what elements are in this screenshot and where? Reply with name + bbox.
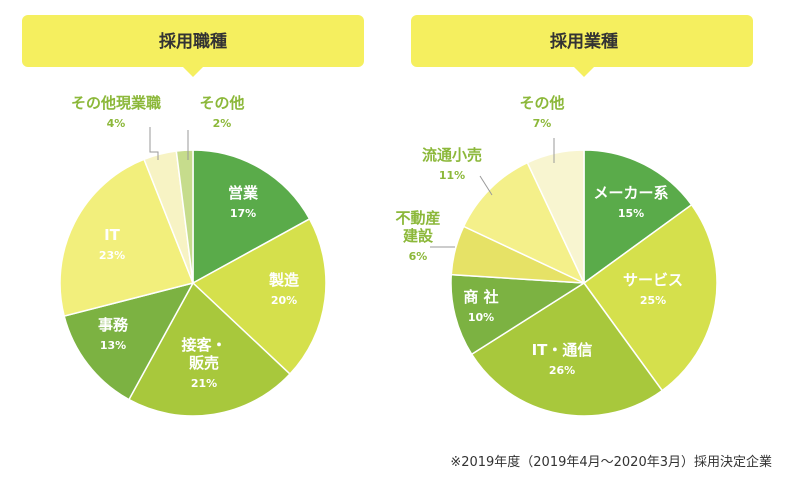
pie-chart-industries <box>450 149 718 417</box>
pie1-slice-0 <box>583 149 693 285</box>
pie0-slice-5-label: その他現業職 <box>71 94 161 112</box>
pie1-slice-3 <box>450 273 587 356</box>
pie1-slice-5 <box>462 161 586 285</box>
pie0-slice-2 <box>127 281 292 417</box>
leader-lines <box>149 127 555 248</box>
pie1-slice-4-percent: 6% <box>409 250 428 263</box>
pie1-slice-6-label: その他 <box>519 94 564 112</box>
pie0-slice-3 <box>63 281 195 401</box>
pie1-slice-4-label: 不動産 <box>395 209 440 227</box>
pie1-slice-5-percent: 11% <box>439 169 465 182</box>
pie1-slice-1 <box>582 203 718 392</box>
pie1-slice-2 <box>470 281 664 417</box>
pie0-slice-6-percent: 2% <box>213 117 232 130</box>
pie0-slice-6-label: その他 <box>199 94 244 112</box>
pie0-slice-1-label: 製造 <box>268 271 299 289</box>
pie1-slice-0-label: メーカー系 <box>593 184 668 202</box>
pie0-slice-2-percent: 21% <box>191 377 217 390</box>
pie1-slice-0-percent: 15% <box>618 207 644 220</box>
pie1-slice-3-label: 商 社 <box>463 288 498 306</box>
pie0-slice-6 <box>175 149 194 284</box>
pie1-slice-5-label: 流通小売 <box>422 146 482 164</box>
pie1-slice-1-label: サービス <box>623 271 683 289</box>
pie0-slice-3-label: 事務 <box>98 316 129 334</box>
pie0-slice-5-percent: 4% <box>107 117 126 130</box>
slice-labels: 営業 17% 製造 20% 接客・販売 21% 事務 13% IT 23% その他現業職 4% その他 2… <box>71 94 683 390</box>
banner-job-types: 採用職種 <box>22 15 364 77</box>
pie1-slice-1-percent: 25% <box>640 294 666 307</box>
pie-chart-job-types <box>59 149 327 417</box>
pie1-slice-6-percent: 7% <box>533 117 552 130</box>
pie0-slice-4-percent: 23% <box>99 249 125 262</box>
pie0-slice-4 <box>59 158 195 317</box>
pie0-slice-5-leader <box>149 127 159 160</box>
pie0-slice-2-label: 接客・ <box>181 336 226 354</box>
pie1-slice-6 <box>526 149 585 284</box>
footnote: ※2019年度（2019年4月～2020年3月）採用決定企業 <box>450 454 772 470</box>
pie0-slice-4-label: IT <box>104 226 121 244</box>
pie0-slice-0 <box>192 149 311 285</box>
pie0-slice-3-percent: 13% <box>100 339 126 352</box>
pie0-slice-1 <box>191 217 327 376</box>
pie0-slice-1-percent: 20% <box>271 294 297 307</box>
pie0-slice-2-label: 販売 <box>189 354 219 372</box>
banner-industries: 採用業種 <box>411 15 753 77</box>
pie1-slice-5-leader <box>479 175 493 196</box>
chart-title-industries: 採用業種 <box>550 31 618 52</box>
pie1-slice-2-percent: 26% <box>549 364 575 377</box>
chart-title-job-types: 採用職種 <box>159 31 227 52</box>
pie0-slice-0-label: 営業 <box>228 184 259 202</box>
pie1-slice-3-percent: 10% <box>468 311 494 324</box>
pie0-slice-0-percent: 17% <box>230 207 256 220</box>
pie1-slice-2-label: IT・通信 <box>532 341 593 359</box>
pie1-slice-4-label: 建設 <box>403 227 434 245</box>
